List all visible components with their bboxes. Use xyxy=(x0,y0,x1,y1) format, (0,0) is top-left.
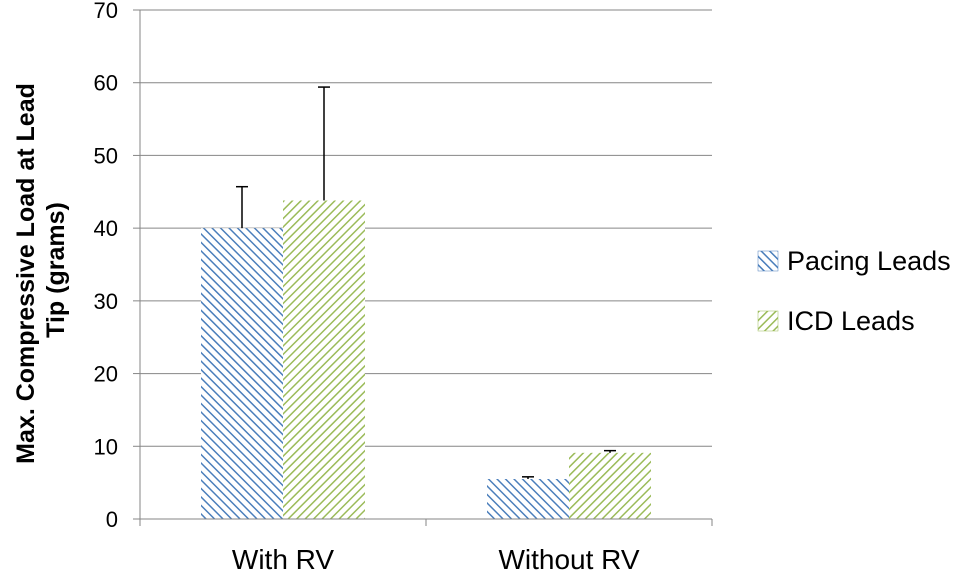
bar-pacing-leads xyxy=(487,479,569,519)
x-axis-labels: With RV Without RV xyxy=(232,544,640,574)
x-category-label: Without RV xyxy=(498,544,639,574)
y-tick-label: 20 xyxy=(94,362,118,387)
legend: Pacing Leads ICD Leads xyxy=(757,246,951,336)
y-tick-label: 70 xyxy=(94,0,118,23)
legend-swatch-icd-leads xyxy=(757,310,779,332)
y-axis-title-line-1: Max. Compressive Load at Lead xyxy=(12,83,40,464)
y-axis-ticks: 0 10 20 30 40 50 60 70 xyxy=(94,0,140,532)
y-axis-title-line-2: Tip (grams) xyxy=(42,202,70,338)
bar-pacing-leads xyxy=(201,228,283,519)
legend-label-pacing-leads: Pacing Leads xyxy=(787,246,951,276)
y-tick-label: 10 xyxy=(94,434,118,459)
y-axis-title: Max. Compressive Load at Lead Tip (grams… xyxy=(12,76,70,464)
y-tick-label: 50 xyxy=(94,143,118,168)
y-tick-label: 40 xyxy=(94,216,118,241)
x-category-label: With RV xyxy=(232,544,334,574)
legend-label-icd-leads: ICD Leads xyxy=(787,306,915,336)
y-tick-label: 30 xyxy=(94,289,118,314)
legend-swatch-pacing-leads xyxy=(757,250,779,272)
y-tick-label: 0 xyxy=(106,507,118,532)
axes xyxy=(139,10,713,526)
bars xyxy=(201,200,651,520)
bar-icd-leads xyxy=(283,200,365,520)
error-bars xyxy=(236,86,616,480)
bar-icd-leads xyxy=(569,452,651,519)
y-tick-label: 60 xyxy=(94,71,118,96)
